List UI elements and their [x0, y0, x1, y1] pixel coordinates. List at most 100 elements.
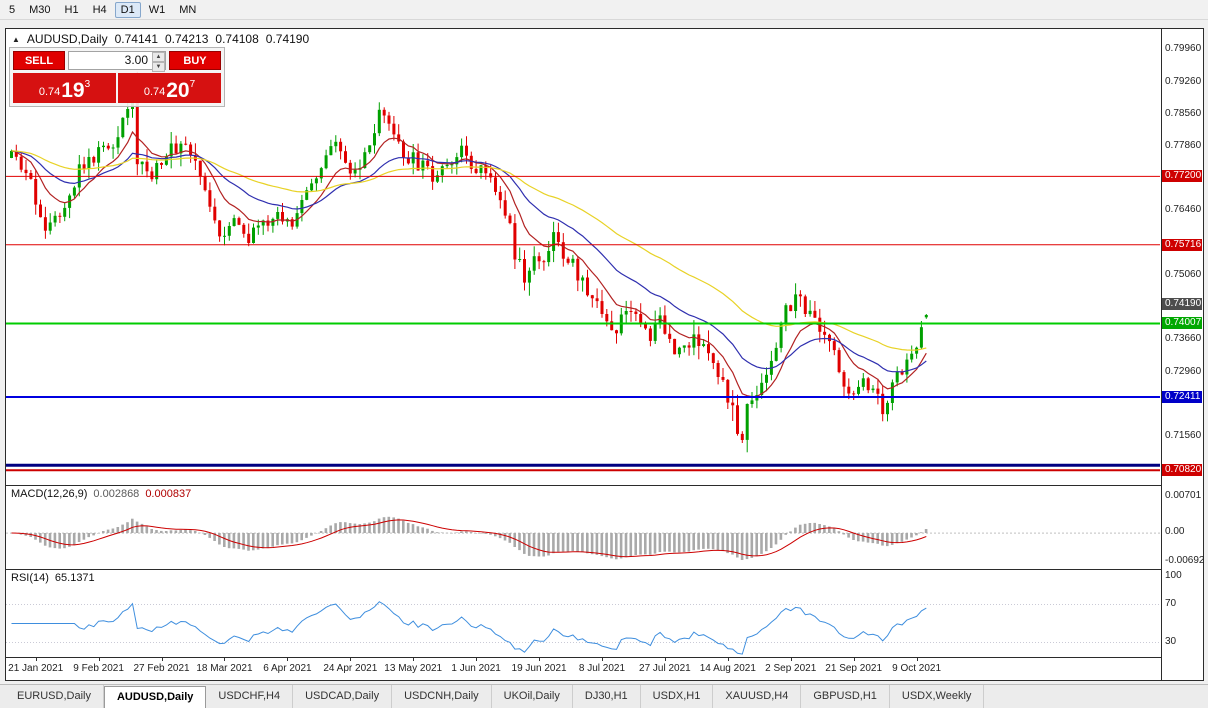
timeframe-button-mn[interactable]: MN	[173, 2, 202, 18]
time-axis-tick	[664, 658, 666, 661]
ohlc-open: 0.74141	[114, 32, 158, 46]
sell-price-display[interactable]: 0.74 19 3	[13, 73, 116, 103]
rsi-title: RSI(14)	[11, 572, 49, 584]
timeframe-button-5[interactable]: 5	[3, 2, 21, 18]
time-axis-tick	[476, 658, 478, 661]
chart-tab-xauusd-h4[interactable]: XAUUSD,H4	[713, 685, 802, 708]
time-axis-label: 18 Mar 2021	[196, 663, 253, 674]
rsi-axis-label: 30	[1165, 635, 1177, 647]
time-axis-tick	[853, 658, 855, 661]
time-axis-label: 24 Apr 2021	[323, 663, 378, 674]
rsi-pane[interactable]: RSI(14) 65.1371	[6, 569, 1161, 657]
rsi-axis-label: 100	[1165, 570, 1182, 581]
time-axis-label: 13 May 2021	[384, 663, 443, 674]
time-axis-label: 14 Aug 2021	[699, 663, 756, 674]
time-axis-tick	[350, 658, 352, 661]
price-level-label: 0.74190	[1162, 298, 1202, 311]
candlestick-chart[interactable]	[6, 29, 1160, 485]
time-axis[interactable]: 21 Jan 2021 9 Feb 2021 27 Feb 2021 18 Mar 2…	[6, 657, 1161, 679]
time-axis-label: 6 Apr 2021	[263, 663, 312, 674]
price-axis[interactable]: 0.79960 0.79260 0.78560 0.77860 0.76460 0.750…	[1161, 29, 1205, 680]
chart-tab-usdcad-daily[interactable]: USDCAD,Daily	[293, 685, 393, 708]
timeframe-button-w1[interactable]: W1	[143, 2, 172, 18]
sell-button[interactable]: SELL	[13, 51, 65, 70]
buy-button[interactable]: BUY	[169, 51, 221, 70]
macd-axis-label: -0.00692	[1165, 555, 1205, 566]
time-axis-label: 1 Jun 2021	[451, 663, 501, 674]
sell-price-pips: 19	[61, 79, 85, 102]
macd-value-main: 0.002868	[93, 488, 140, 500]
chart-tab-bar: EURUSD,Daily AUDUSD,Daily USDCHF,H4 USDCAD,…	[0, 684, 1208, 708]
time-axis-label: 2 Sep 2021	[765, 663, 817, 674]
price-level-label: 0.77200	[1162, 170, 1202, 183]
macd-chart[interactable]	[6, 486, 1160, 569]
ohlc-high: 0.74213	[165, 32, 209, 46]
price-axis-tick: 0.72960	[1165, 365, 1202, 377]
price-axis-tick: 0.75060	[1165, 268, 1202, 280]
price-level-label: 0.75716	[1162, 238, 1202, 251]
chart-tab-eurusd-daily[interactable]: EURUSD,Daily	[5, 685, 104, 708]
time-axis-label: 8 Jul 2021	[578, 663, 626, 674]
macd-pane[interactable]: MACD(12,26,9) 0.002868 0.000837	[6, 485, 1161, 569]
chart-tab-usdx-weekly[interactable]: USDX,Weekly	[890, 685, 985, 708]
buy-price-display[interactable]: 0.74 20 7	[118, 73, 221, 103]
spin-up-icon[interactable]: ▲	[152, 52, 165, 62]
chart-tab-usdchf-h4[interactable]: USDCHF,H4	[206, 685, 294, 708]
time-axis-label: 21 Sep 2021	[825, 663, 883, 674]
timeframe-button-d1[interactable]: D1	[114, 1, 141, 18]
price-axis-tick: 0.77860	[1165, 139, 1202, 151]
buy-price-pips: 20	[166, 79, 190, 102]
rsi-chart[interactable]	[6, 570, 1160, 657]
price-axis-tick: 0.73660	[1165, 333, 1202, 345]
chart-tab-dj30-h1[interactable]: DJ30,H1	[573, 685, 641, 708]
time-axis-tick	[287, 658, 289, 661]
chart-tab-usdcnh-daily[interactable]: USDCNH,Daily	[392, 685, 492, 708]
price-level-label: 0.72411	[1162, 390, 1202, 403]
time-axis-tick	[161, 658, 163, 661]
price-axis-tick: 0.78560	[1165, 107, 1202, 119]
ohlc-low: 0.74108	[215, 32, 259, 46]
time-axis-label: 9 Feb 2021	[73, 663, 124, 674]
price-axis-tick: 0.71560	[1165, 430, 1202, 442]
chart-tab-audusd-daily[interactable]: AUDUSD,Daily	[103, 686, 207, 708]
volume-spinner[interactable]: 3.00 ▲ ▼	[68, 51, 166, 72]
price-axis-tick: 0.79960	[1165, 43, 1202, 55]
time-axis-label: 27 Jul 2021	[639, 663, 691, 674]
chart-tab-usdx-h1[interactable]: USDX,H1	[641, 685, 714, 708]
buy-price-prefix: 0.74	[143, 86, 166, 98]
chart-ohlc-header: ▲ AUDUSD,Daily 0.74141 0.74213 0.74108 0…	[12, 32, 309, 46]
time-axis-label: 27 Feb 2021	[133, 663, 190, 674]
time-axis-tick	[727, 658, 729, 661]
macd-indicator-label: MACD(12,26,9) 0.002868 0.000837	[11, 488, 191, 500]
spin-down-icon[interactable]: ▼	[152, 62, 165, 72]
macd-value-signal: 0.000837	[145, 488, 192, 500]
sell-price-point: 3	[84, 79, 91, 90]
time-axis-tick	[916, 658, 918, 661]
time-axis-tick	[413, 658, 415, 661]
price-level-label: 0.70820	[1162, 464, 1202, 477]
price-level-label: 0.74007	[1162, 317, 1202, 330]
rsi-value: 65.1371	[54, 572, 95, 584]
sell-price-prefix: 0.74	[38, 86, 61, 98]
time-axis-label: 21 Jan 2021	[8, 663, 64, 674]
rsi-indicator-label: RSI(14) 65.1371	[11, 572, 95, 584]
volume-spin-buttons[interactable]: ▲ ▼	[152, 52, 165, 72]
chart-tab-ukoil-daily[interactable]: UKOil,Daily	[492, 685, 573, 708]
price-axis-tick: 0.76460	[1165, 204, 1202, 216]
rsi-axis-label: 70	[1165, 597, 1177, 609]
macd-title: MACD(12,26,9)	[11, 488, 88, 500]
panel-collapse-icon[interactable]: ▲	[12, 34, 20, 44]
time-axis-tick	[224, 658, 226, 661]
timeframe-button-m30[interactable]: M30	[23, 2, 56, 18]
time-axis-label: 19 Jun 2021	[511, 663, 567, 674]
timeframe-button-h1[interactable]: H1	[59, 2, 85, 18]
ohlc-close: 0.74190	[265, 32, 310, 46]
buy-price-point: 7	[189, 79, 196, 90]
time-axis-tick	[98, 658, 100, 661]
timeframe-button-h4[interactable]: H4	[87, 2, 113, 18]
chart-tab-gbpusd-h1[interactable]: GBPUSD,H1	[801, 685, 890, 708]
volume-value[interactable]: 3.00	[124, 53, 148, 67]
price-pane[interactable]: ▲ AUDUSD,Daily 0.74141 0.74213 0.74108 0…	[6, 29, 1161, 485]
time-axis-label: 9 Oct 2021	[892, 663, 942, 674]
